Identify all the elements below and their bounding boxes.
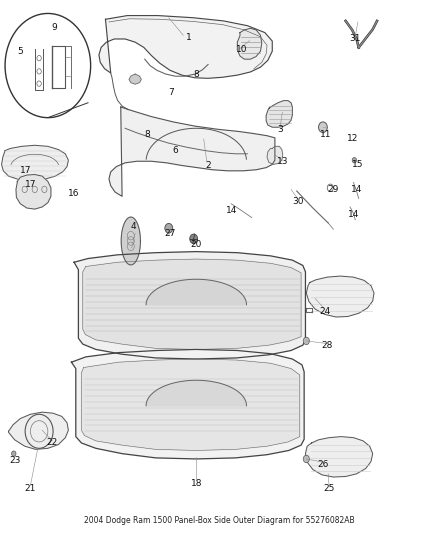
Text: 31: 31: [350, 35, 361, 44]
Text: 5: 5: [18, 47, 23, 55]
Circle shape: [318, 122, 327, 133]
Text: 11: 11: [320, 130, 332, 139]
Circle shape: [303, 337, 309, 345]
Text: 26: 26: [317, 460, 328, 469]
Polygon shape: [121, 217, 141, 265]
Polygon shape: [9, 412, 68, 449]
Text: 27: 27: [164, 229, 176, 238]
Text: 14: 14: [348, 210, 359, 219]
Text: 3: 3: [277, 125, 283, 134]
Text: 2004 Dodge Ram 1500 Panel-Box Side Outer Diagram for 55276082AB: 2004 Dodge Ram 1500 Panel-Box Side Outer…: [84, 516, 354, 525]
Polygon shape: [83, 259, 301, 350]
Text: 17: 17: [20, 166, 32, 175]
Text: 14: 14: [226, 206, 238, 215]
Text: 25: 25: [323, 484, 335, 493]
Text: 8: 8: [144, 130, 150, 139]
Text: 2: 2: [205, 161, 211, 170]
Text: 17: 17: [25, 180, 36, 189]
Text: 22: 22: [46, 439, 58, 448]
Text: 10: 10: [236, 45, 247, 54]
Polygon shape: [266, 101, 292, 127]
Text: 28: 28: [321, 341, 333, 350]
Polygon shape: [267, 147, 283, 165]
Polygon shape: [99, 15, 272, 78]
Text: 24: 24: [319, 307, 330, 316]
Text: 1: 1: [186, 34, 191, 43]
Text: 29: 29: [328, 185, 339, 194]
Polygon shape: [237, 28, 262, 59]
Circle shape: [12, 451, 16, 456]
Text: 9: 9: [51, 23, 57, 32]
Polygon shape: [71, 350, 304, 459]
Text: 15: 15: [352, 160, 364, 169]
Text: 21: 21: [25, 484, 36, 493]
Text: 13: 13: [276, 157, 288, 166]
Text: 7: 7: [168, 87, 174, 96]
Polygon shape: [305, 437, 373, 477]
Polygon shape: [16, 174, 51, 209]
Polygon shape: [109, 107, 275, 196]
Text: 23: 23: [9, 456, 20, 465]
Text: 4: 4: [131, 222, 137, 231]
Polygon shape: [129, 74, 141, 84]
Polygon shape: [306, 276, 374, 317]
Circle shape: [352, 158, 357, 163]
Circle shape: [165, 223, 173, 233]
Polygon shape: [146, 279, 247, 305]
Text: 16: 16: [68, 189, 80, 198]
Text: 8: 8: [194, 70, 199, 78]
Text: 20: 20: [191, 240, 202, 249]
Text: 14: 14: [351, 185, 362, 194]
Polygon shape: [81, 359, 300, 450]
Circle shape: [190, 234, 198, 244]
Circle shape: [303, 455, 309, 463]
Polygon shape: [146, 380, 247, 406]
Polygon shape: [2, 146, 68, 180]
Text: 6: 6: [173, 146, 178, 155]
Text: 12: 12: [346, 134, 358, 143]
Text: 18: 18: [191, 479, 202, 488]
Polygon shape: [74, 252, 305, 359]
Text: 30: 30: [293, 197, 304, 206]
